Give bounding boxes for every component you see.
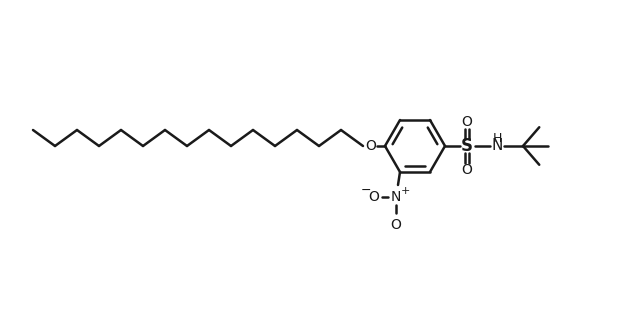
Text: N: N bbox=[492, 138, 502, 154]
Text: O: O bbox=[461, 163, 472, 177]
Text: −: − bbox=[361, 183, 371, 196]
Text: O: O bbox=[390, 218, 401, 232]
Text: O: O bbox=[369, 190, 380, 204]
Text: O: O bbox=[365, 139, 376, 153]
Text: O: O bbox=[461, 115, 472, 129]
Text: S: S bbox=[461, 137, 473, 155]
Text: +: + bbox=[400, 186, 410, 196]
Text: H: H bbox=[492, 133, 502, 145]
Text: N: N bbox=[391, 190, 401, 204]
